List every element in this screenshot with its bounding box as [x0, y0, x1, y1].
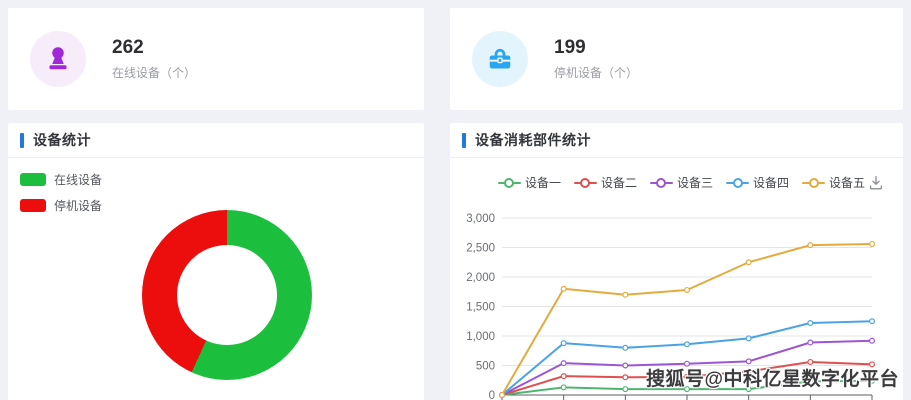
data-point: [745, 358, 752, 365]
y-axis-label: 1,000: [466, 331, 495, 343]
stopped-legend-label: 停机设备: [54, 199, 103, 213]
legend-line-icon: [802, 177, 826, 188]
data-point: [622, 291, 629, 298]
data-point: [807, 339, 814, 346]
parts-stats-title: 设备消耗部件统计: [475, 132, 591, 148]
data-point: [869, 337, 876, 344]
download-icon-glyph: [869, 176, 883, 190]
online-swatch: [20, 173, 46, 186]
online-devices-count: 262: [112, 37, 144, 58]
stat-card-online-devices: 262 在线设备（个）: [8, 8, 424, 110]
data-point: [622, 362, 629, 369]
data-point: [622, 344, 629, 351]
data-point: [498, 392, 505, 399]
legend-label: 设备四: [753, 176, 790, 190]
stopped-devices-label: 停机设备（个）: [554, 66, 639, 80]
y-axis-label: 2,000: [466, 272, 495, 284]
legend-item-设备二[interactable]: 设备二: [573, 174, 637, 191]
legend-item-设备四[interactable]: 设备四: [726, 174, 789, 191]
legend-item-设备五[interactable]: 设备五: [802, 174, 865, 191]
legend-item-设备一[interactable]: 设备一: [497, 174, 561, 191]
data-point: [560, 373, 567, 380]
data-point: [560, 340, 567, 347]
toolbox-icon: [472, 31, 528, 87]
data-point: [684, 360, 691, 367]
x-axis: [501, 394, 873, 400]
data-point: [684, 373, 691, 380]
data-point: [869, 240, 876, 247]
parts-stats-header: 设备消耗部件统计: [450, 123, 903, 158]
legend-line-icon: [649, 177, 673, 188]
data-point: [745, 335, 752, 342]
data-point: [807, 320, 814, 327]
data-point: [622, 374, 629, 381]
stamp-icon-glyph: [49, 47, 67, 70]
y-axis-label: 500: [476, 361, 495, 373]
toolbox-icon-glyph: [489, 48, 511, 69]
legend-item-设备三[interactable]: 设备三: [649, 174, 713, 191]
legend-label: 设备三: [676, 176, 713, 190]
data-point: [560, 360, 567, 367]
y-axis-label: 2,500: [466, 243, 495, 255]
data-point: [745, 259, 752, 266]
y-axis-label: 3,000: [466, 213, 495, 225]
data-point: [807, 378, 814, 385]
line-chart-legend: 设备一 设备二 设备三 设备四 设备五: [470, 174, 893, 191]
online-devices-label: 在线设备（个）: [112, 66, 197, 80]
stat-card-stopped-devices: 199 停机设备（个）: [450, 8, 903, 110]
data-point: [807, 358, 814, 365]
data-point: [560, 285, 567, 292]
stamp-icon: [30, 31, 86, 87]
legend-item-stopped[interactable]: 停机设备: [20, 197, 102, 214]
data-point: [684, 341, 691, 348]
data-point: [869, 318, 876, 325]
data-point: [622, 386, 629, 393]
data-point: [869, 377, 876, 384]
device-stats-title: 设备统计: [33, 132, 91, 148]
grid: 0 500 1,000 1,500 2,000 2,500 3,000: [466, 213, 872, 400]
series-设备四: [498, 318, 876, 399]
legend-item-online[interactable]: 在线设备: [20, 171, 102, 188]
online-legend-label: 在线设备: [54, 173, 103, 187]
device-stats-panel: 设备统计 在线设备 停机设备: [8, 123, 424, 400]
accent-bar: [20, 132, 24, 148]
save-as-image-icon[interactable]: [865, 172, 887, 194]
donut-legend: 在线设备 停机设备: [20, 171, 102, 223]
line-chart: 0 500 1,000 1,500 2,000 2,500 3,000: [466, 213, 876, 400]
parts-stats-panel: 设备消耗部件统计 设备一 设备二 设备三 设备四 设备五 0 500 1,000 1,500 2…: [450, 123, 903, 400]
data-point: [745, 386, 752, 393]
accent-bar: [462, 132, 466, 148]
data-point: [684, 386, 691, 393]
y-axis-label: 0: [489, 390, 495, 400]
legend-label: 设备一: [524, 176, 561, 190]
data-point: [869, 361, 876, 368]
stopped-swatch: [20, 199, 46, 212]
data-point: [807, 242, 814, 249]
data-point: [684, 286, 691, 293]
legend-label: 设备二: [600, 176, 637, 190]
data-point: [745, 368, 752, 375]
data-point: [560, 384, 567, 391]
y-axis-label: 1,500: [466, 302, 495, 314]
legend-label: 设备五: [829, 176, 866, 190]
legend-line-icon: [726, 177, 749, 188]
legend-line-icon: [497, 177, 521, 188]
stopped-devices-count: 199: [554, 37, 586, 58]
donut-chart: [142, 210, 312, 380]
device-stats-header: 设备统计: [8, 123, 424, 158]
legend-line-icon: [573, 177, 597, 188]
series-设备五: [498, 240, 876, 399]
